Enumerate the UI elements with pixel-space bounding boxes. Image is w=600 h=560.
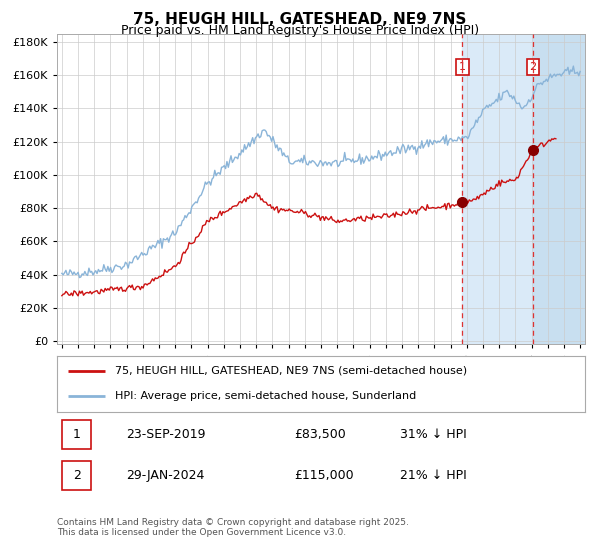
Text: 31% ↓ HPI: 31% ↓ HPI [400,428,467,441]
Text: Contains HM Land Registry data © Crown copyright and database right 2025.
This d: Contains HM Land Registry data © Crown c… [57,518,409,538]
FancyBboxPatch shape [62,461,91,489]
Text: 75, HEUGH HILL, GATESHEAD, NE9 7NS: 75, HEUGH HILL, GATESHEAD, NE9 7NS [133,12,467,27]
Text: Price paid vs. HM Land Registry's House Price Index (HPI): Price paid vs. HM Land Registry's House … [121,24,479,37]
Text: £83,500: £83,500 [295,428,346,441]
FancyBboxPatch shape [62,421,91,449]
Text: 1: 1 [73,428,81,441]
Text: 29-JAN-2024: 29-JAN-2024 [125,469,204,482]
Text: 23-SEP-2019: 23-SEP-2019 [125,428,205,441]
Text: 1: 1 [459,62,466,72]
Bar [533,34,585,344]
Text: 2: 2 [73,469,81,482]
Text: HPI: Average price, semi-detached house, Sunderland: HPI: Average price, semi-detached house,… [115,391,416,402]
Text: £115,000: £115,000 [295,469,354,482]
Bar [463,34,533,344]
Text: 2: 2 [529,62,536,72]
Text: 75, HEUGH HILL, GATESHEAD, NE9 7NS (semi-detached house): 75, HEUGH HILL, GATESHEAD, NE9 7NS (semi… [115,366,467,376]
Text: 21% ↓ HPI: 21% ↓ HPI [400,469,467,482]
